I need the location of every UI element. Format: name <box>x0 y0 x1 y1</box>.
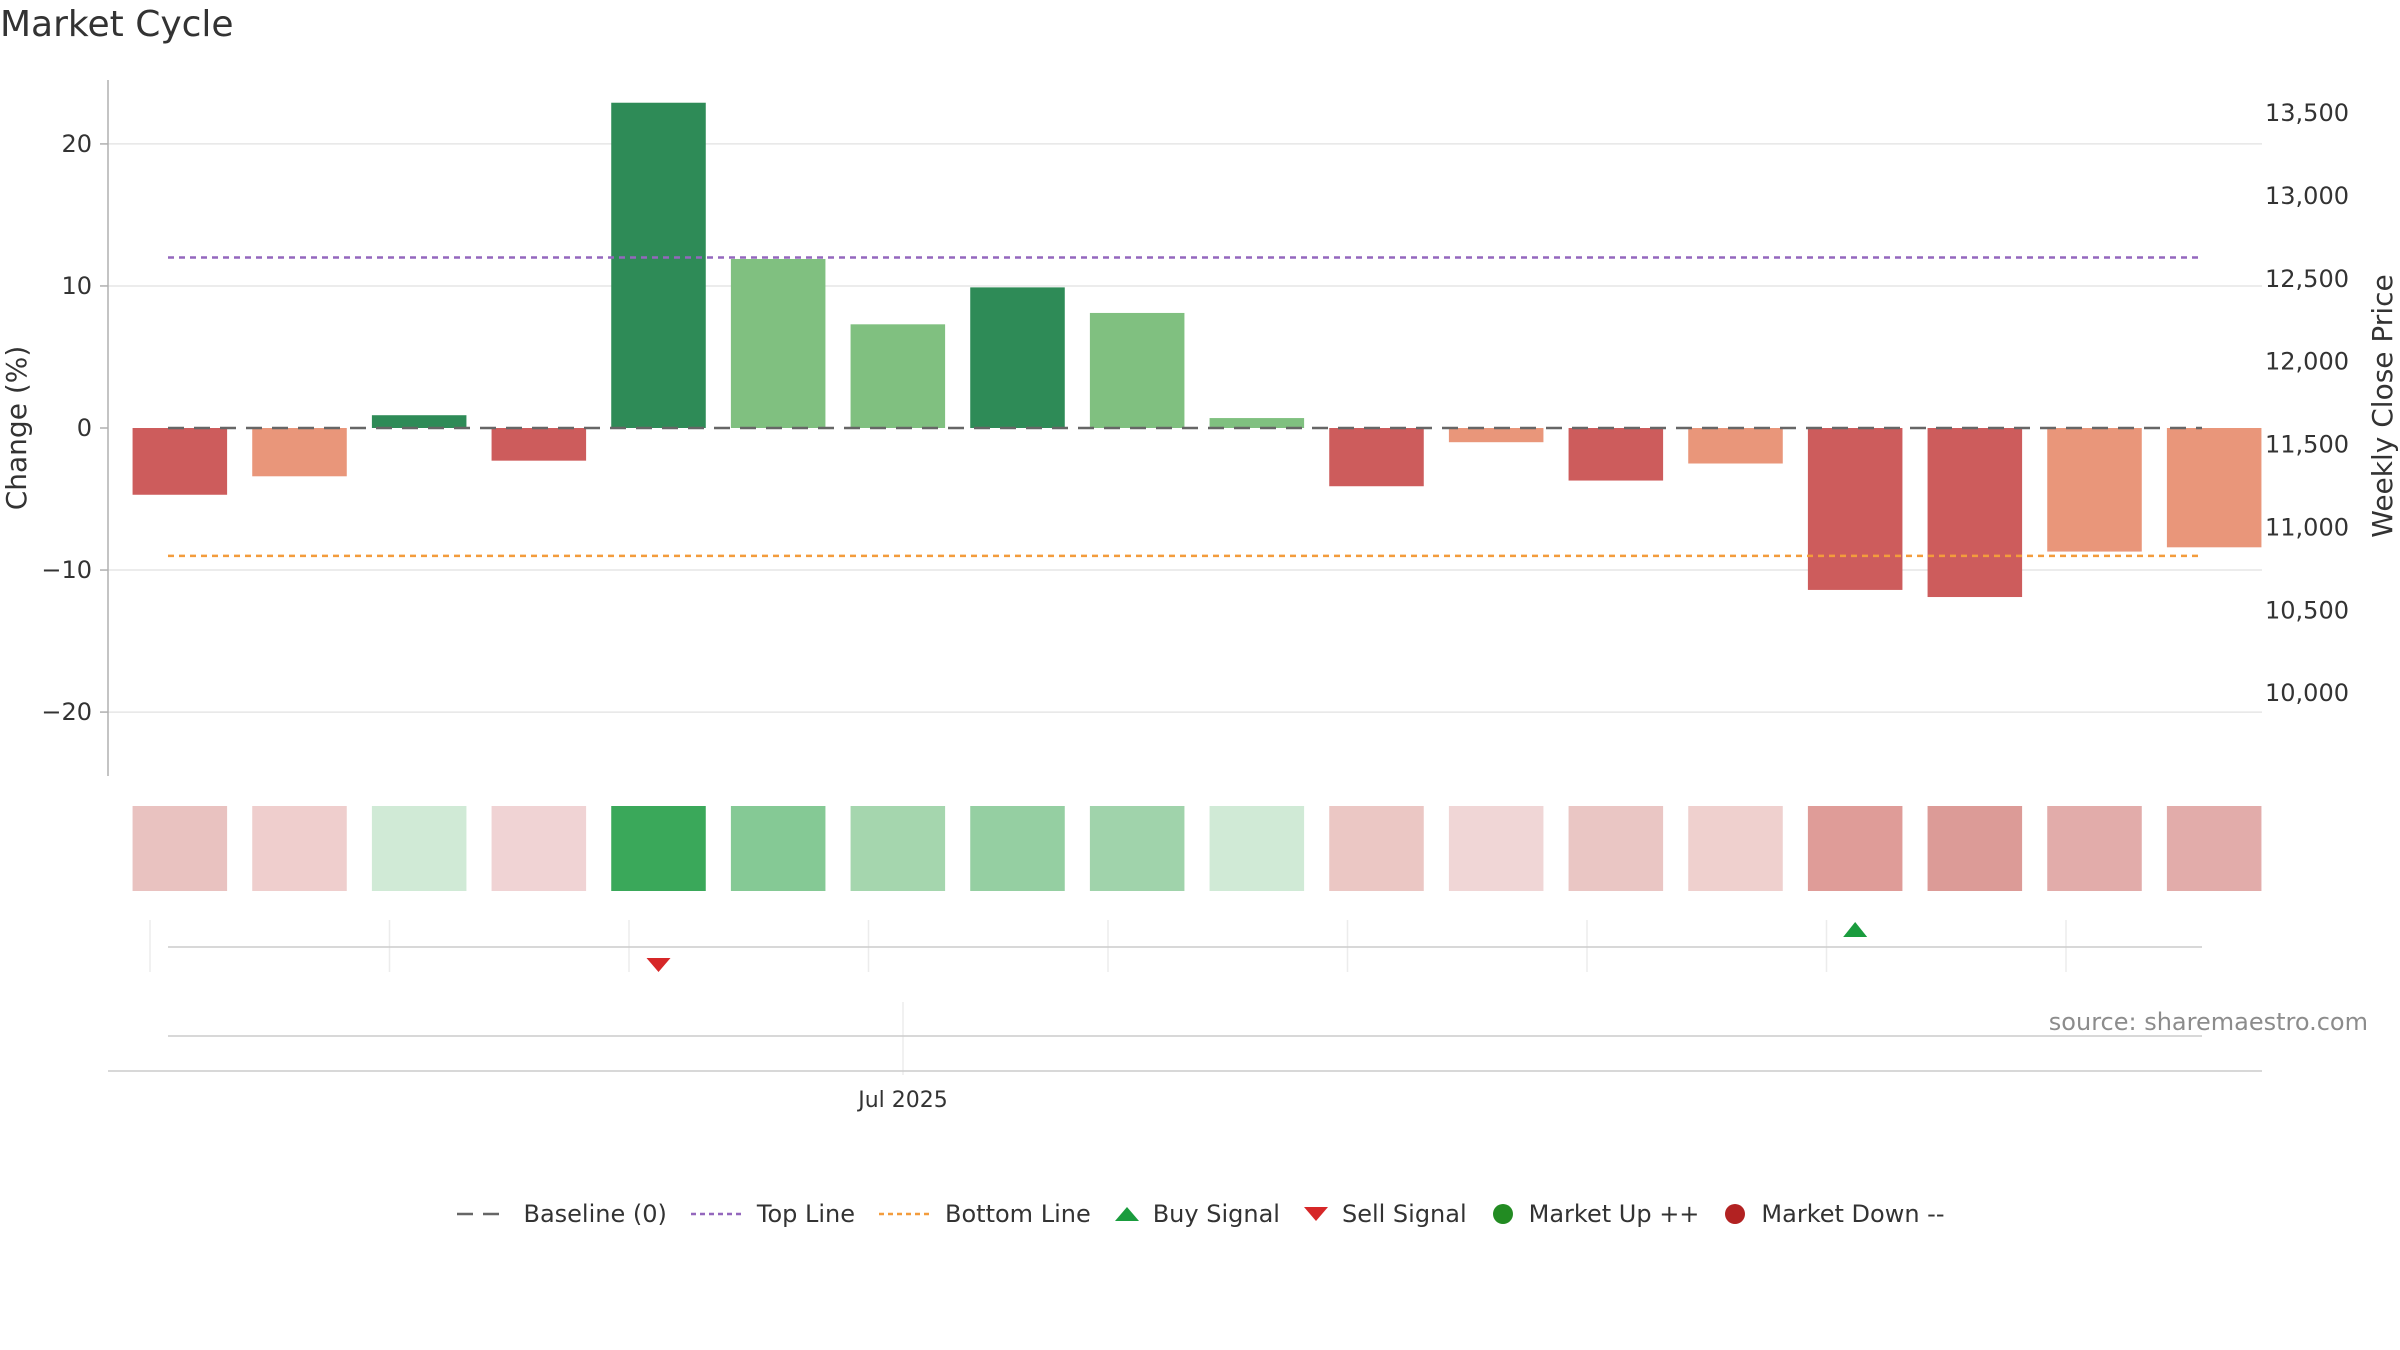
y-tick-label: 20 <box>61 130 92 158</box>
heat-cell <box>132 806 228 891</box>
legend-label: Market Up ++ <box>1528 1200 1700 1228</box>
y2-tick-label: 10,500 <box>2265 596 2349 624</box>
buy-signal-marker <box>1843 922 1868 937</box>
axes: 20 10 0 −10 −20 Change (%) 13,500 13,000 12,500 1… <box>0 80 2399 776</box>
y2-axis-label: Weekly Close Price <box>2366 274 2399 537</box>
legend-label: Bottom Line <box>945 1200 1091 1228</box>
legend-swatch-baseline <box>457 1212 510 1216</box>
legend-label: Top Line <box>756 1200 856 1228</box>
heat-cell <box>611 806 706 891</box>
legend-item-top: Top Line <box>689 1200 855 1228</box>
y2-tick-label: 12,500 <box>2265 265 2349 293</box>
heat-cell <box>1568 806 1664 891</box>
y-tick-label: −20 <box>41 698 92 726</box>
bar <box>252 428 347 477</box>
heat-cell <box>1089 806 1185 891</box>
heat-cell <box>2166 806 2262 891</box>
legend-label: Sell Signal <box>1341 1200 1467 1228</box>
heat-cell <box>252 806 347 891</box>
legend-dot <box>1492 1204 1513 1224</box>
legend-buy-triangle <box>1114 1207 1139 1221</box>
gridlines <box>108 143 2262 713</box>
bar <box>1807 428 1903 590</box>
bar <box>1688 428 1783 464</box>
legend-swatch-sell <box>1303 1207 1328 1221</box>
legend-item-buy: Buy Signal <box>1113 1200 1280 1228</box>
bar <box>371 415 467 428</box>
bar <box>2047 428 2142 552</box>
legend-label: Baseline (0) <box>523 1200 667 1228</box>
y2-tick-label: 13,000 <box>2265 182 2349 210</box>
bar <box>1448 428 1544 443</box>
heat-cell <box>730 806 826 891</box>
heat-cell <box>1209 806 1305 891</box>
y2-tick-label: 13,500 <box>2265 99 2349 127</box>
source-note: source: sharemaestro.com <box>2048 1008 2368 1036</box>
heat-cell <box>1688 806 1783 891</box>
y2-tick-label: 11,000 <box>2265 513 2349 541</box>
bars <box>132 102 2262 598</box>
bar <box>1329 428 1424 487</box>
market-cycle-chart: 20 10 0 −10 −20 Change (%) 13,500 13,000 12,500 1… <box>0 80 2399 1113</box>
y-axis-label: Change (%) <box>0 346 33 511</box>
y2-tick-label: 11,500 <box>2265 431 2349 459</box>
legend-swatch-buy <box>1114 1207 1139 1221</box>
y2-tick-label: 10,000 <box>2265 679 2349 707</box>
chart-title: Market Cycle <box>0 4 234 45</box>
y-tick-label: 0 <box>77 414 92 442</box>
legend-dot <box>1725 1204 1746 1224</box>
bar <box>850 324 946 428</box>
legend-item-up: Market Up ++ <box>1489 1200 1700 1228</box>
bar <box>2166 428 2262 548</box>
heat-cell <box>371 806 467 891</box>
legend-sell-triangle <box>1303 1207 1328 1221</box>
bar <box>1089 312 1185 428</box>
heat-strip <box>132 806 2262 891</box>
heat-cell <box>2047 806 2142 891</box>
y-tick-label: 10 <box>61 272 92 300</box>
signal-strip <box>149 920 2202 972</box>
bar <box>1927 428 2023 598</box>
legend-label: Buy Signal <box>1152 1200 1280 1228</box>
y2-tick-label: 12,000 <box>2265 348 2349 376</box>
bar <box>132 428 228 495</box>
bar <box>491 428 587 461</box>
x-tick-label: Jul 2025 <box>856 1088 948 1113</box>
legend: Baseline (0) Top Line Bottom Line Buy Signa… <box>0 1200 2400 1228</box>
legend-item-sell: Sell Signal <box>1302 1200 1467 1228</box>
legend-swatch-bottom <box>879 1212 932 1216</box>
legend-swatch-top <box>690 1212 743 1216</box>
legend-swatch-down <box>1725 1204 1746 1224</box>
sell-signal-marker <box>646 958 671 972</box>
heat-cell <box>1329 806 1424 891</box>
timeline-strip: Jul 2025 <box>108 1002 2262 1113</box>
reference-lines <box>168 256 2202 558</box>
heat-cell <box>491 806 587 891</box>
heat-cell <box>1448 806 1544 891</box>
bar <box>1209 418 1305 428</box>
y-tick-label: −10 <box>41 556 92 584</box>
legend-item-down: Market Down -- <box>1721 1200 1945 1228</box>
legend-swatch-up <box>1492 1204 1513 1224</box>
bar <box>970 287 1065 428</box>
bar <box>611 102 706 428</box>
heat-cell <box>1927 806 2023 891</box>
heat-cell <box>1807 806 1903 891</box>
bar <box>730 258 826 428</box>
heat-cell <box>850 806 946 891</box>
bar <box>1568 428 1664 481</box>
legend-label: Market Down -- <box>1761 1200 1945 1228</box>
legend-item-baseline: Baseline (0) <box>455 1200 667 1228</box>
legend-item-bottom: Bottom Line <box>877 1200 1091 1228</box>
heat-cell <box>970 806 1065 891</box>
